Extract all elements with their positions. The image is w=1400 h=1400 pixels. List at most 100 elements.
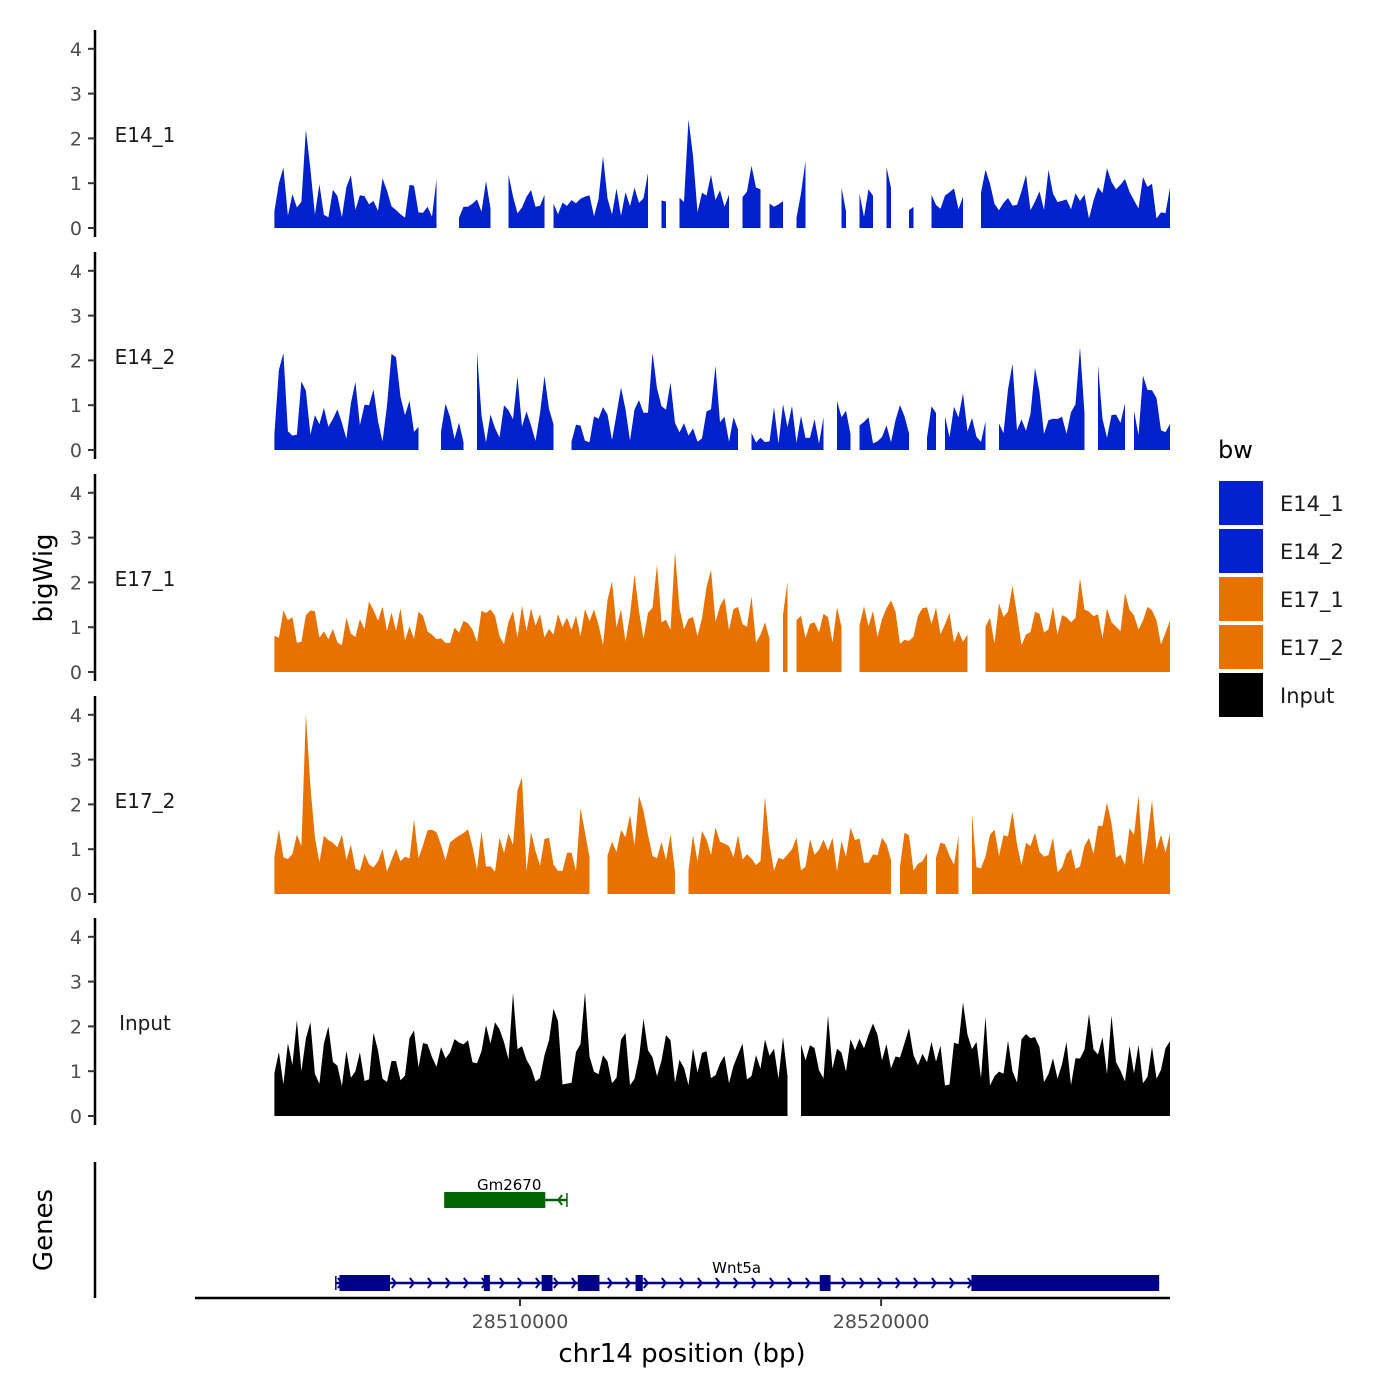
exon: [971, 1275, 1160, 1291]
signal-area-segment: [801, 1002, 1170, 1116]
strand-chevron: [445, 1277, 452, 1289]
y-tick-label: 4: [70, 927, 82, 949]
signal-area-segment: [909, 206, 914, 228]
signal-area-segment: [859, 600, 968, 672]
legend-label: E17_1: [1280, 588, 1344, 613]
exon: [483, 1275, 490, 1291]
x-tick-label: 28510000: [472, 1311, 569, 1333]
exon: [635, 1275, 643, 1291]
legend-entry: E14_2: [1217, 527, 1344, 575]
strand-chevron: [751, 1277, 758, 1289]
signal-area-segment: [274, 551, 770, 672]
strand-chevron: [733, 1277, 740, 1289]
track-e14-1: 0 1 2 3 4 E14_1: [70, 30, 1170, 240]
strand-chevron: [463, 1277, 470, 1289]
signal-area-segment: [886, 167, 891, 228]
y-tick-label: 1: [70, 173, 82, 195]
y-tick-label: 3: [70, 306, 82, 328]
gene-label: Gm2670: [477, 1176, 541, 1194]
signal-area-segment: [769, 201, 783, 228]
signal-area-segment: [796, 607, 842, 672]
y-tick-label: 0: [70, 218, 82, 240]
track-e14-2: 0 1 2 3 4 E14_2: [70, 252, 1170, 462]
signal-area-segment: [274, 353, 419, 450]
y-axis-title: bigWig: [29, 533, 59, 622]
y-tick-label: 3: [70, 84, 82, 106]
track-label: E14_1: [115, 123, 176, 147]
strand-chevron: [805, 1277, 812, 1289]
y-tick-label: 1: [70, 395, 82, 417]
y-tick-label: 2: [70, 128, 82, 150]
signal-area-segment: [274, 714, 590, 894]
genes-panel: Genes Gm2670 Wnt5a: [29, 1162, 1160, 1298]
strand-chevron: [913, 1277, 920, 1289]
signal-area-segment: [837, 400, 851, 450]
track-label: E17_2: [115, 789, 176, 813]
signal-tracks: 0 1 2 3 4 E14_1 0 1 2 3 4 E14_2 0 1 2 3 4 E17_1 0 1 2 3 4 E17_2…: [70, 30, 1170, 1128]
signal-area-segment: [972, 795, 1170, 894]
signal-area-segment: [945, 393, 986, 450]
strand-chevron: [769, 1277, 776, 1289]
strand-chevron: [949, 1277, 956, 1289]
exon: [444, 1192, 546, 1208]
signal-area-segment: [688, 796, 891, 894]
legend-swatch: [1217, 479, 1265, 527]
x-tick-label: 28520000: [833, 1311, 930, 1333]
x-axis-title: chr14 position (bp): [558, 1339, 805, 1369]
signal-area-segment: [679, 119, 729, 228]
signal-area-segment: [508, 174, 545, 228]
y-tick-label: 1: [70, 617, 82, 639]
gene-models: Gm2670 Wnt5a: [335, 1176, 1160, 1291]
strand-chevron: [697, 1277, 704, 1289]
strand-chevron: [679, 1277, 686, 1289]
signal-area-segment: [274, 129, 437, 228]
strand-chevron: [499, 1277, 506, 1289]
y-tick-label: 0: [70, 662, 82, 684]
legend: bw E14_1 E14_2 E17_1 E17_2 Input: [1217, 436, 1344, 719]
legend-entry: E17_2: [1217, 623, 1344, 671]
signal-area-segment: [796, 160, 806, 228]
strand-chevron: [841, 1277, 848, 1289]
strand-chevron: [931, 1277, 938, 1289]
strand-chevron: [859, 1277, 866, 1289]
y-tick-label: 1: [70, 839, 82, 861]
track-e17-1: 0 1 2 3 4 E17_1: [70, 474, 1170, 684]
strand-chevron: [409, 1277, 416, 1289]
legend-entry: E17_1: [1217, 575, 1344, 623]
y-tick-label: 3: [70, 528, 82, 550]
x-axis-ticks: 28510000 28520000: [472, 1298, 930, 1333]
y-tick-label: 4: [70, 705, 82, 727]
signal-area-segment: [1134, 375, 1170, 450]
y-tick-label: 2: [70, 572, 82, 594]
strand-chevron: [553, 1277, 560, 1289]
signal-area-segment: [477, 351, 554, 450]
legend-title: bw: [1218, 436, 1253, 464]
signal-area-segment: [607, 795, 675, 894]
y-tick-label: 3: [70, 750, 82, 772]
strand-chevron: [556, 1194, 563, 1206]
track-input: 0 1 2 3 4 Input: [70, 918, 1170, 1128]
signal-area-segment: [859, 189, 873, 228]
signal-area-segment: [981, 168, 1170, 228]
signal-area-segment: [751, 404, 824, 450]
legend-label: E14_1: [1280, 492, 1344, 517]
y-tick-label: 1: [70, 1061, 82, 1083]
y-tick-label: 4: [70, 483, 82, 505]
strand-chevron: [625, 1277, 632, 1289]
legend-swatch: [1217, 527, 1265, 575]
legend-label: E14_2: [1280, 540, 1344, 565]
legend-label: E17_2: [1280, 636, 1344, 661]
signal-area-segment: [999, 347, 1085, 450]
track-label: E17_1: [115, 567, 176, 591]
signal-area-segment: [459, 181, 491, 228]
y-tick-label: 2: [70, 794, 82, 816]
strand-chevron: [607, 1277, 614, 1289]
track-e17-2: 0 1 2 3 4 E17_2: [70, 696, 1170, 906]
strand-chevron: [517, 1277, 524, 1289]
x-axis: 28510000 28520000 chr14 position (bp): [195, 1296, 1170, 1369]
strand-chevron: [715, 1277, 722, 1289]
y-tick-label: 4: [70, 39, 82, 61]
legend-swatch: [1217, 623, 1265, 671]
signal-area-segment: [274, 992, 788, 1116]
strand-chevron: [391, 1277, 398, 1289]
